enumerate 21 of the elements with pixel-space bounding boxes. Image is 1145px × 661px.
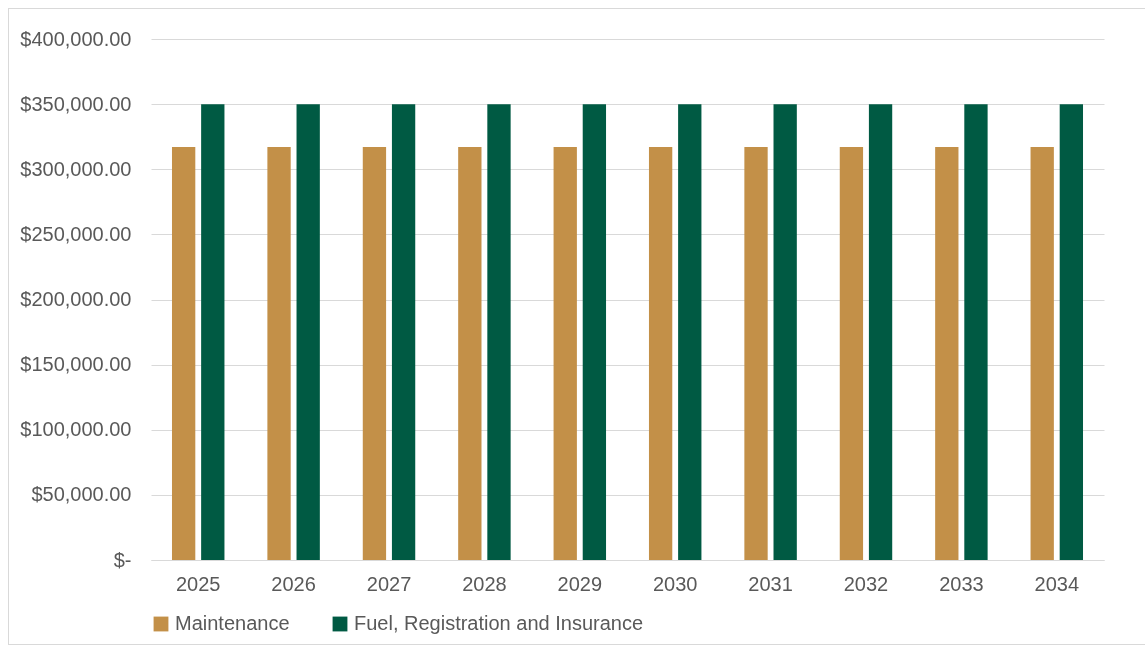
- x-tick-label: 2025: [175, 572, 221, 595]
- y-tick-label: $100,000.00: [20, 418, 132, 441]
- x-tick-label: 2031: [748, 572, 793, 595]
- y-tick-label: $300,000.00: [20, 157, 132, 180]
- y-tick-label: $250,000.00: [20, 222, 132, 245]
- y-tick-label: $350,000.00: [20, 92, 132, 115]
- legend-label: Maintenance: [175, 612, 290, 634]
- legend-label: Fuel, Registration and Insurance: [354, 612, 644, 634]
- x-tick-label: 2033: [939, 572, 984, 595]
- y-tick-label: $200,000.00: [20, 288, 132, 310]
- x-tick-label: 2032: [843, 572, 889, 595]
- y-tick-label: $400,000.00: [20, 27, 132, 50]
- x-tick-label: 2030: [652, 572, 698, 595]
- y-tick-label: $150,000.00: [20, 353, 132, 376]
- x-tick-label: 2028: [462, 572, 507, 595]
- x-tick-label: 2029: [557, 572, 603, 595]
- x-tick-label: 2027: [366, 572, 412, 595]
- y-tick-label: $50,000.00: [31, 483, 132, 506]
- y-tick-label: $-: [113, 548, 132, 571]
- x-tick-label: 2034: [1034, 572, 1080, 595]
- x-tick-label: 2026: [271, 572, 316, 595]
